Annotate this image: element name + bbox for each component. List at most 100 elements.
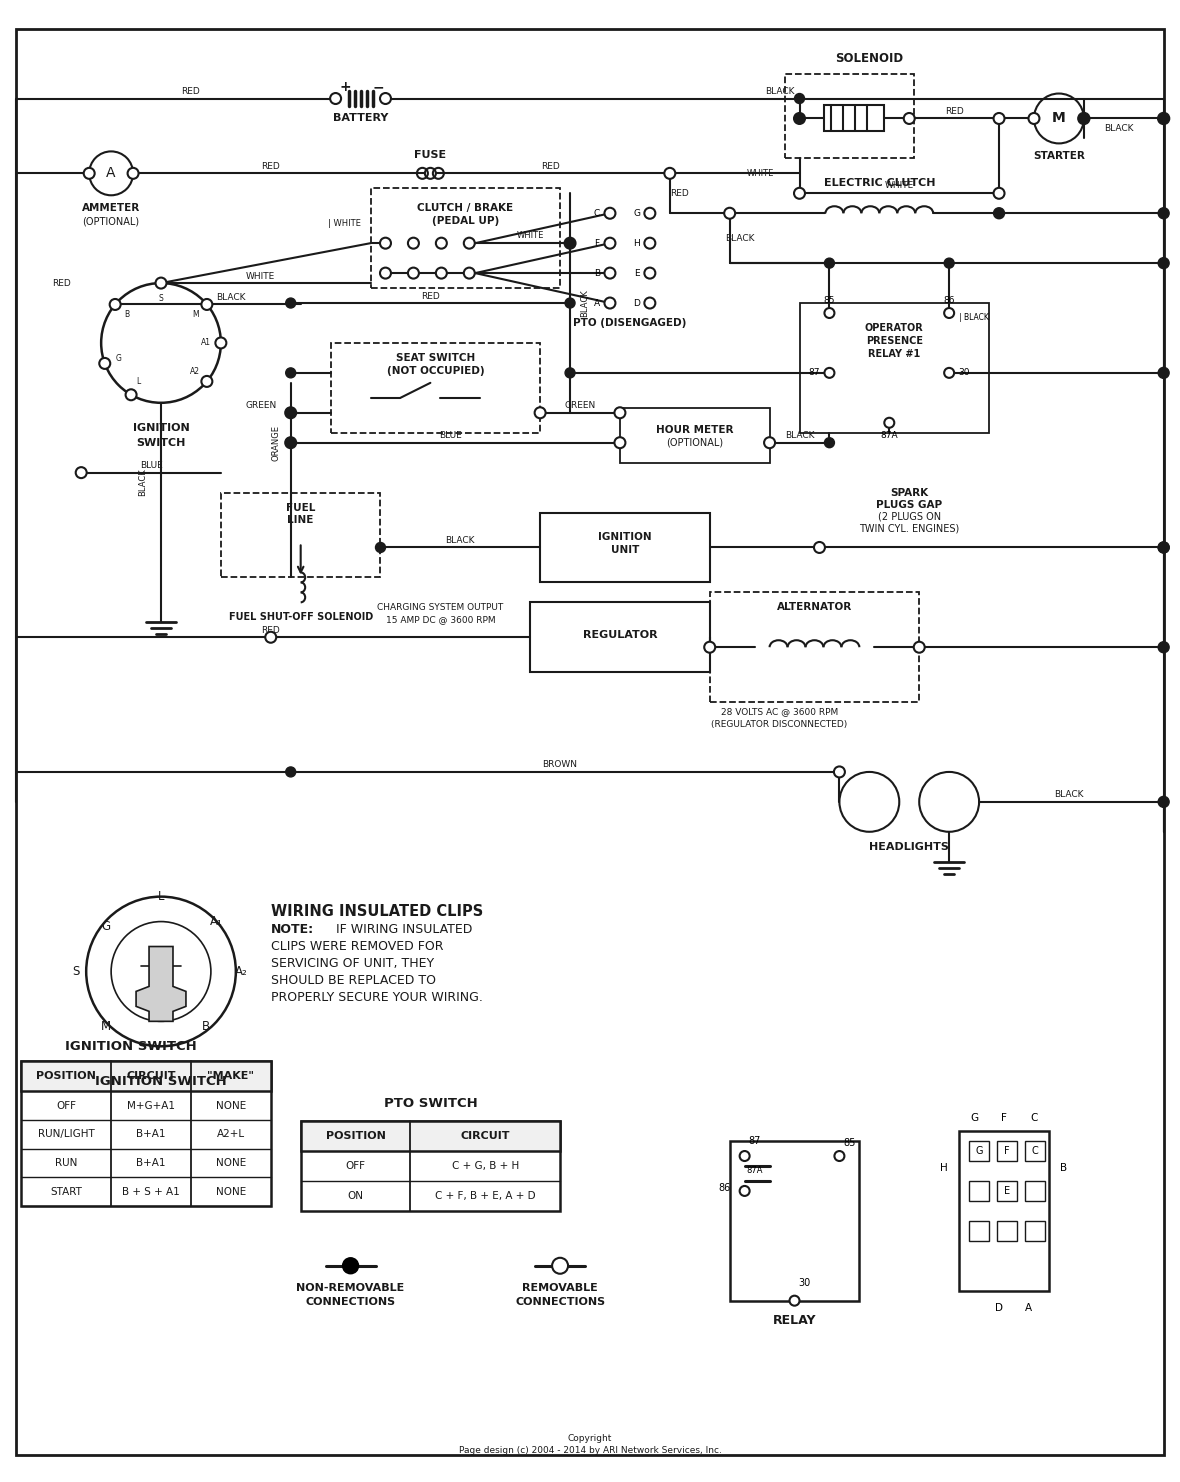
Text: G: G	[970, 1113, 978, 1123]
Text: TWIN CYL. ENGINES): TWIN CYL. ENGINES)	[859, 523, 959, 534]
Circle shape	[1158, 113, 1169, 124]
Text: BATTERY: BATTERY	[333, 114, 388, 123]
Circle shape	[266, 631, 276, 643]
Text: LINE: LINE	[288, 514, 314, 525]
Circle shape	[834, 766, 845, 778]
Circle shape	[127, 167, 138, 179]
Text: RELAY: RELAY	[773, 1315, 817, 1328]
Circle shape	[1158, 542, 1169, 553]
Text: G: G	[101, 920, 111, 934]
Text: B: B	[1061, 1163, 1068, 1172]
Circle shape	[1077, 113, 1090, 124]
Text: D: D	[995, 1303, 1003, 1313]
Bar	[1025, 1221, 1045, 1240]
Text: (2 PLUGS ON: (2 PLUGS ON	[878, 511, 940, 522]
Text: NONE: NONE	[216, 1157, 245, 1168]
Text: C + F, B + E, A + D: C + F, B + E, A + D	[435, 1192, 536, 1200]
Text: 87: 87	[808, 369, 820, 378]
Text: C: C	[1031, 1146, 1038, 1156]
Circle shape	[789, 1295, 800, 1306]
Circle shape	[565, 239, 575, 247]
Text: HOUR METER: HOUR METER	[656, 425, 734, 434]
Circle shape	[994, 188, 1004, 199]
Bar	[620, 408, 769, 462]
Text: SHOULD BE REPLACED TO: SHOULD BE REPLACED TO	[270, 974, 435, 987]
Circle shape	[704, 642, 715, 652]
Circle shape	[1158, 207, 1169, 219]
Bar	[800, 302, 989, 433]
Text: POSITION: POSITION	[326, 1131, 386, 1141]
Text: SEAT SWITCH: SEAT SWITCH	[395, 353, 476, 363]
Circle shape	[884, 418, 894, 428]
Text: RED: RED	[421, 292, 440, 301]
Text: AMMETER: AMMETER	[81, 203, 140, 213]
Circle shape	[375, 542, 386, 553]
Circle shape	[615, 437, 625, 448]
Text: WIRING INSULATED CLIPS: WIRING INSULATED CLIPS	[270, 904, 483, 919]
Bar	[997, 1181, 1017, 1200]
Circle shape	[286, 298, 296, 308]
Text: A2: A2	[190, 368, 201, 376]
Text: BLACK: BLACK	[1104, 124, 1134, 133]
Text: ELECTRIC CLUTCH: ELECTRIC CLUTCH	[824, 178, 935, 188]
Text: NOTE:: NOTE:	[270, 923, 314, 937]
Text: 87A: 87A	[747, 1166, 762, 1175]
Text: FUEL SHUT-OFF SOLENOID: FUEL SHUT-OFF SOLENOID	[229, 612, 373, 622]
Bar	[21, 1061, 270, 1091]
Circle shape	[1158, 642, 1169, 652]
Bar	[825, 105, 884, 132]
Circle shape	[342, 1258, 359, 1273]
Text: Page design (c) 2004 - 2014 by ARI Network Services, Inc.: Page design (c) 2004 - 2014 by ARI Netwo…	[459, 1446, 721, 1455]
Circle shape	[944, 308, 955, 319]
Circle shape	[76, 467, 86, 479]
Bar	[21, 1061, 270, 1206]
Text: BLACK: BLACK	[216, 293, 245, 302]
Circle shape	[286, 368, 296, 378]
Bar	[729, 1141, 859, 1301]
Text: F: F	[1001, 1113, 1007, 1123]
Bar	[221, 492, 380, 578]
Circle shape	[435, 237, 447, 249]
Circle shape	[286, 437, 296, 448]
Circle shape	[794, 113, 805, 124]
Text: NONE: NONE	[216, 1101, 245, 1110]
Bar	[301, 1120, 560, 1211]
Text: E: E	[634, 268, 640, 277]
Text: PROPERLY SECURE YOUR WIRING.: PROPERLY SECURE YOUR WIRING.	[270, 991, 483, 1003]
Text: B: B	[202, 1020, 210, 1033]
Text: | WHITE: | WHITE	[328, 219, 361, 228]
Circle shape	[552, 1258, 568, 1273]
Text: A₂: A₂	[235, 965, 247, 978]
Circle shape	[380, 237, 391, 249]
Circle shape	[913, 642, 925, 652]
Text: Copyright: Copyright	[568, 1435, 612, 1443]
Text: IGNITION SWITCH: IGNITION SWITCH	[65, 1040, 197, 1052]
Circle shape	[435, 268, 447, 279]
Polygon shape	[136, 947, 186, 1021]
Text: WHITE: WHITE	[747, 169, 774, 178]
Text: C: C	[594, 209, 601, 218]
Circle shape	[740, 1152, 749, 1160]
Text: 30: 30	[799, 1277, 811, 1288]
Text: M+G+A1: M+G+A1	[127, 1101, 175, 1110]
Text: RUN/LIGHT: RUN/LIGHT	[38, 1129, 94, 1140]
Circle shape	[604, 268, 616, 279]
Circle shape	[1158, 368, 1169, 378]
Text: PTO SWITCH: PTO SWITCH	[384, 1097, 477, 1110]
Text: A1: A1	[201, 338, 211, 347]
Circle shape	[604, 207, 616, 219]
Circle shape	[1158, 258, 1169, 268]
Text: RED: RED	[670, 188, 689, 197]
Circle shape	[644, 207, 655, 219]
Bar	[969, 1181, 989, 1200]
Text: B: B	[124, 310, 129, 319]
Text: S: S	[158, 293, 163, 302]
Bar	[330, 342, 540, 433]
Text: F: F	[1004, 1146, 1010, 1156]
Bar	[1025, 1181, 1045, 1200]
Circle shape	[110, 299, 120, 310]
Text: RED: RED	[52, 279, 71, 288]
Circle shape	[794, 114, 805, 123]
Text: D: D	[634, 298, 641, 308]
Text: RED: RED	[540, 162, 559, 170]
